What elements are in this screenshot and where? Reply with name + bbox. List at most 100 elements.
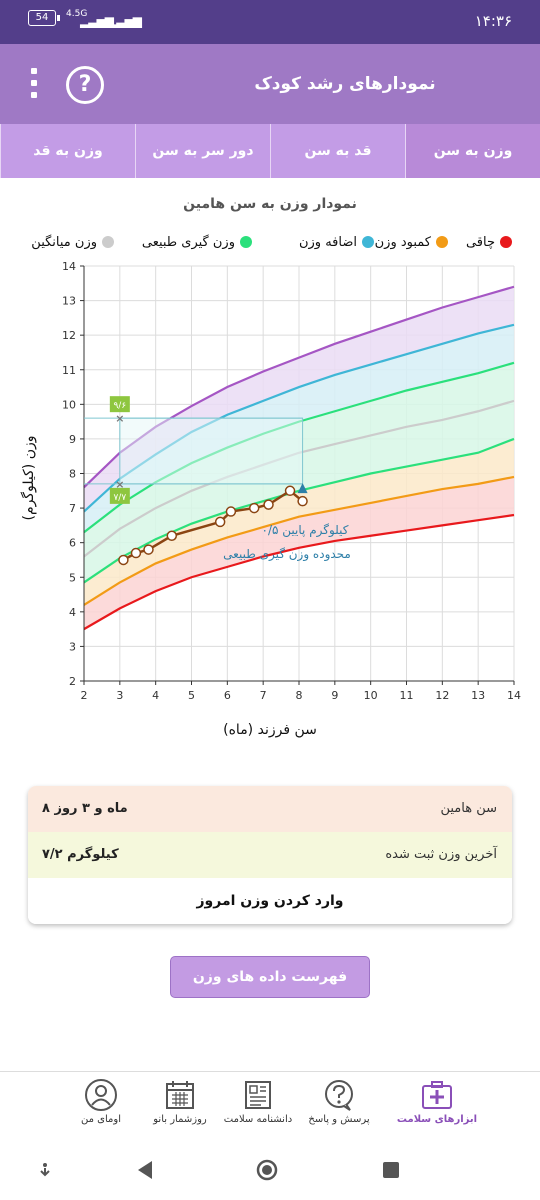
x-tick-label: 14 — [507, 689, 521, 702]
nav-label: پرسش و پاسخ — [308, 1114, 370, 1125]
y-tick-label: 2 — [69, 675, 76, 688]
child-weight-point — [130, 547, 142, 559]
battery-icon: 54 — [28, 10, 60, 26]
child-weight-point — [297, 495, 308, 507]
system-nav-bar — [0, 1141, 540, 1200]
percentile-line — [83, 475, 515, 606]
legend-item-overweight[interactable]: اضافه وزن — [299, 235, 374, 250]
normal-range-box — [119, 417, 304, 485]
tab-height-for-age[interactable]: قد به سن — [270, 124, 405, 178]
y-tick-label: 11 — [62, 364, 76, 377]
legend-item-obese[interactable]: چاقی — [466, 235, 512, 250]
x-tick-label: 3 — [116, 689, 123, 702]
percentile-band — [84, 400, 514, 583]
legend-dot — [240, 236, 252, 248]
legend-item-normal[interactable]: وزن گیری طبیعی — [142, 235, 252, 250]
child-weight-point — [166, 530, 178, 541]
recents-icon[interactable] — [380, 1159, 402, 1181]
nav-profile[interactable]: اومای من — [56, 1072, 146, 1142]
profile-icon — [85, 1079, 117, 1111]
child-weight-point — [248, 502, 260, 514]
signal-icon: ▂▃▅▆ — [80, 14, 114, 28]
y-tick-label: 3 — [69, 640, 76, 653]
signal-icon-2: ▂▃▅▆ — [108, 14, 142, 28]
legend-dot — [436, 236, 448, 248]
percentile-line — [83, 513, 515, 631]
child-weight-point — [225, 506, 237, 517]
x-tick-label: 7 — [260, 689, 267, 702]
percentile-band — [84, 362, 514, 557]
back-icon[interactable] — [134, 1159, 156, 1181]
child-weight-point — [118, 554, 129, 566]
age-value: ۸ ماه و ۳ روز — [42, 801, 128, 816]
calendar-icon — [166, 1081, 194, 1109]
chart-tabs: وزن به سن قد به سن دور سر به سن وزن به ق… — [0, 124, 540, 178]
y-tick-label: 7 — [69, 502, 76, 515]
nav-label: دانشنامه سلامت — [223, 1114, 293, 1125]
growth-chart[interactable]: 2 3 4 5 6 7 8 9 10 11 12 13 14234567891011121314×۹/۶… — [0, 258, 540, 708]
accessibility-icon[interactable] — [34, 1159, 56, 1181]
percentile-band — [84, 476, 514, 630]
child-weight-point — [214, 516, 226, 528]
encyclopedia-icon — [245, 1081, 271, 1109]
range-x-marker: × — [115, 478, 124, 491]
y-tick-label: 5 — [69, 571, 76, 584]
y-tick-label: 6 — [69, 537, 76, 550]
legend-dot — [102, 236, 114, 248]
tab-weight-for-height[interactable]: وزن به قد — [0, 124, 135, 178]
help-circle-icon[interactable]: ? — [66, 66, 104, 104]
legend-dot — [362, 236, 374, 248]
chart-legend: چاقی کمبود وزن اضافه وزن وزن گیری طبیعی … — [0, 235, 540, 255]
nav-health-tools[interactable]: ابزارهای سلامت — [392, 1072, 482, 1142]
medical-kit-icon — [422, 1081, 452, 1109]
range-value-label: ۹/۶ — [113, 401, 126, 411]
x-tick-label: 9 — [331, 689, 338, 702]
nav-label: اومای من — [81, 1114, 121, 1125]
weight-list-button[interactable]: فهرست داده های وزن هامین — [170, 956, 370, 1025]
clock: ۱۴:۳۶ — [474, 12, 512, 30]
percentile-band — [84, 286, 514, 512]
nav-questions[interactable]: پرسش و پاسخ — [294, 1072, 384, 1142]
last-weight-label: آخرین وزن ثبت شده — [385, 847, 497, 862]
percentile-band — [84, 324, 514, 533]
info-panel: سن هامین ۸ ماه و ۳ روز آخرین وزن ثبت شده… — [28, 786, 512, 924]
nav-calendar[interactable]: روزشمار بانو — [135, 1072, 225, 1142]
child-weight-point — [263, 499, 274, 510]
x-tick-label: 10 — [364, 689, 378, 702]
y-tick-label: 12 — [62, 329, 76, 342]
enter-weight-button[interactable]: وارد کردن وزن امروز — [28, 878, 512, 924]
annotation-line-1: ۰/۵ کیلوگرم پایین — [262, 523, 349, 538]
legend-item-underweight[interactable]: کمبود وزن — [375, 235, 448, 250]
x-tick-label: 11 — [400, 689, 414, 702]
last-weight-value: ۷/۲ کیلوگرم — [42, 847, 119, 862]
nav-encyclopedia[interactable]: دانشنامه سلامت — [213, 1072, 303, 1142]
y-tick-label: 8 — [69, 468, 76, 481]
age-row: سن هامین ۸ ماه و ۳ روز — [28, 786, 512, 832]
y-tick-label: 14 — [62, 260, 76, 273]
range-value-badge — [109, 396, 130, 413]
range-x-marker: × — [115, 412, 124, 425]
tab-head-for-age[interactable]: دور سر به سن — [135, 124, 270, 178]
x-tick-label: 12 — [435, 689, 449, 702]
home-icon[interactable] — [256, 1159, 278, 1181]
y-tick-label: 4 — [69, 606, 76, 619]
x-axis-label: سن فرزند (ماه) — [223, 722, 317, 738]
x-tick-label: 5 — [188, 689, 195, 702]
page-title: نمودارهای رشد کودک — [254, 74, 436, 94]
more-vert-icon[interactable] — [24, 66, 44, 102]
tab-weight-for-age[interactable]: وزن به سن — [405, 124, 540, 178]
range-value-badge — [109, 487, 130, 504]
enter-weight-label: وارد کردن وزن امروز — [196, 893, 344, 909]
y-tick-label: 13 — [62, 295, 76, 308]
x-tick-label: 8 — [296, 689, 303, 702]
x-tick-label: 2 — [81, 689, 88, 702]
network-type: 4.5G — [66, 9, 88, 19]
status-bar: 54 4.5G ▂▃▅▆ ▂▃▅▆ ۱۴:۳۶ — [0, 0, 540, 44]
x-tick-label: 6 — [224, 689, 231, 702]
y-tick-label: 9 — [69, 433, 76, 446]
percentile-band — [84, 438, 514, 605]
x-tick-label: 13 — [471, 689, 485, 702]
question-bubble-icon — [325, 1080, 353, 1111]
current-point-marker — [297, 483, 308, 494]
legend-item-average[interactable]: وزن میانگین — [31, 235, 114, 250]
